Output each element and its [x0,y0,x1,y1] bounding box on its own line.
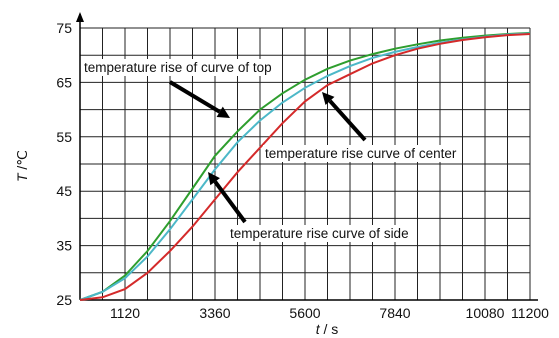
tick-labels: 1120 3360 5600 7840 10080 11200 25 35 45 55 65 75 [56,20,549,321]
annotation-arrow-shaft [328,99,367,142]
annotation-arrow-shaft [213,180,247,224]
y-tick-label: 75 [56,20,72,36]
y-tick-label: 35 [56,238,72,254]
series-line-0 [79,31,531,301]
annotation-text: temperature rise curve of side [230,226,409,241]
x-tick-label: 11200 [511,305,549,321]
series-lines [79,31,531,301]
x-tick-label: 5600 [289,305,320,321]
x-tick-label: 10080 [466,305,505,321]
annotation-text-background [228,225,411,242]
x-tick-label: 1120 [110,305,140,321]
annotation-text-background [263,145,459,162]
annotation-arrow-head [216,106,230,118]
y-tick-label: 45 [56,183,72,199]
annotations: temperature rise of curve of top temperat… [82,59,459,242]
annotation-text-background [82,59,274,76]
series-line-2 [79,33,531,301]
x-axis-label: t / s [316,321,339,337]
annotation-text: temperature rise curve of center [265,146,457,161]
x-tick-label: 3360 [199,305,230,321]
annotation-arrow-head [322,92,335,105]
annotation-arrow-head [208,172,220,186]
x-tick-label: 7840 [379,305,410,321]
annotation-arrow-shaft [168,80,221,114]
annotation-text: temperature rise of curve of top [84,60,272,75]
y-tick-label: 55 [56,129,72,145]
y-axis-label: T /℃ [14,150,30,182]
y-axis-arrow [76,12,84,22]
y-tick-label: 25 [56,292,72,308]
y-tick-label: 65 [56,74,72,90]
axes [76,12,538,301]
